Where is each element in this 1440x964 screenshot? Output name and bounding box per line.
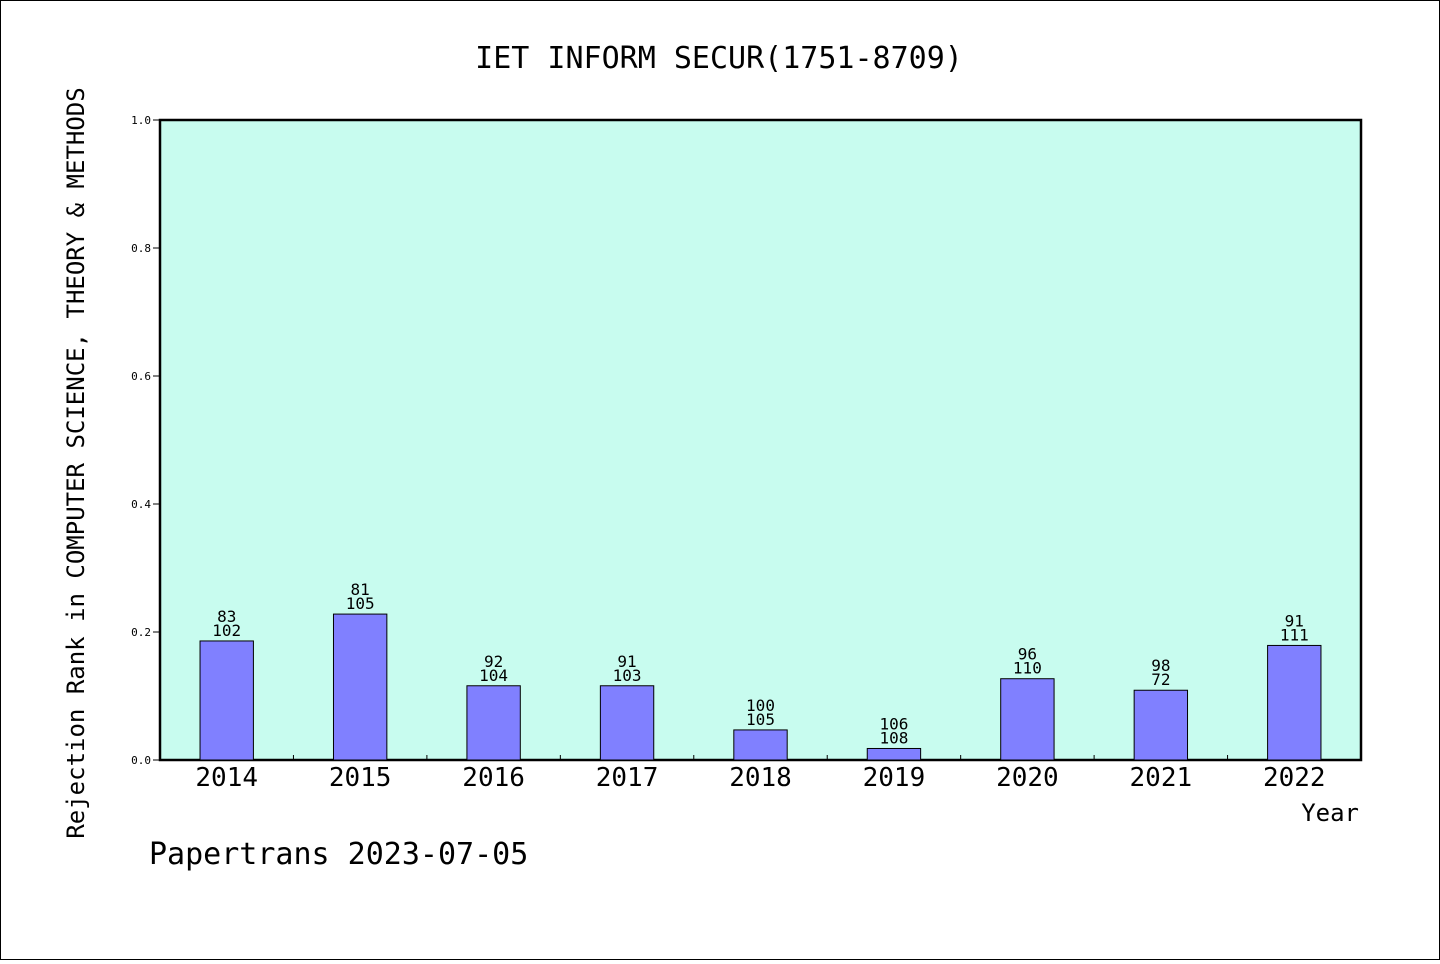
x-tick-label: 2015 (329, 763, 392, 793)
x-tick-label: 2022 (1263, 763, 1326, 793)
x-tick-label: 2017 (596, 763, 659, 793)
y-tick-label: 0.6 (131, 370, 151, 383)
bar-2019 (866, 747, 922, 761)
chart-title: IET INFORM SECUR(1751-8709) (475, 41, 963, 76)
x-tick-label: 2014 (195, 763, 258, 793)
bar-label-top: 92 (484, 652, 503, 671)
x-tick-label: 2020 (996, 763, 1059, 793)
x-axis-label: Year (1301, 799, 1359, 827)
bar-label-bottom: 72 (1151, 670, 1170, 689)
y-tick-label: 0.2 (131, 626, 151, 639)
bar-label-bottom: 105 (746, 710, 775, 729)
bar-label-bottom: 110 (1013, 659, 1042, 678)
y-axis-ticks: 0.0 0.2 0.4 0.6 0.8 1.0 (131, 114, 160, 767)
bar-2022 (1267, 644, 1322, 761)
bar-label-top: 91 (617, 652, 636, 671)
bar-label-bottom: 111 (1280, 625, 1309, 644)
bar-2015 (332, 613, 388, 761)
x-tick-label: 2019 (863, 763, 926, 793)
y-tick-label: 0.0 (131, 754, 151, 767)
y-tick-label: 0.8 (131, 242, 151, 255)
bar-label-bottom: 108 (879, 728, 908, 747)
bar-label-top: 106 (879, 714, 908, 733)
y-tick-label: 0.4 (131, 498, 151, 511)
y-tick-label: 1.0 (131, 114, 151, 127)
x-tick-label: 2021 (1130, 763, 1193, 793)
bars (199, 613, 1322, 761)
bar-2014 (199, 640, 254, 761)
bar-2016 (466, 685, 521, 761)
bar-label-top: 83 (217, 607, 236, 626)
bar-label-top: 81 (351, 580, 370, 599)
x-axis-ticks: 2014 2015 2016 2017 2018 2019 2020 2021 2022 (195, 755, 1326, 793)
bar-2020 (1000, 678, 1055, 761)
bar-label-top: 98 (1151, 656, 1170, 675)
bar-2021 (1133, 689, 1189, 761)
x-tick-label: 2016 (462, 763, 525, 793)
bar-label-top: 96 (1018, 645, 1037, 664)
bar-label-bottom: 103 (613, 666, 642, 685)
bar-2018 (733, 729, 788, 761)
x-tick-label: 2018 (729, 763, 792, 793)
bar-label-bottom: 104 (479, 666, 508, 685)
bar-label-top: 100 (746, 696, 775, 715)
bar-2017 (599, 685, 655, 761)
footer-stamp: Papertrans 2023-07-05 (149, 837, 528, 872)
y-axis-label: Rejection Rank in COMPUTER SCIENCE, THEO… (62, 87, 90, 838)
bar-label-bottom: 105 (346, 594, 375, 613)
bar-label-top: 91 (1285, 611, 1304, 630)
bar-label-bottom: 102 (212, 621, 241, 640)
